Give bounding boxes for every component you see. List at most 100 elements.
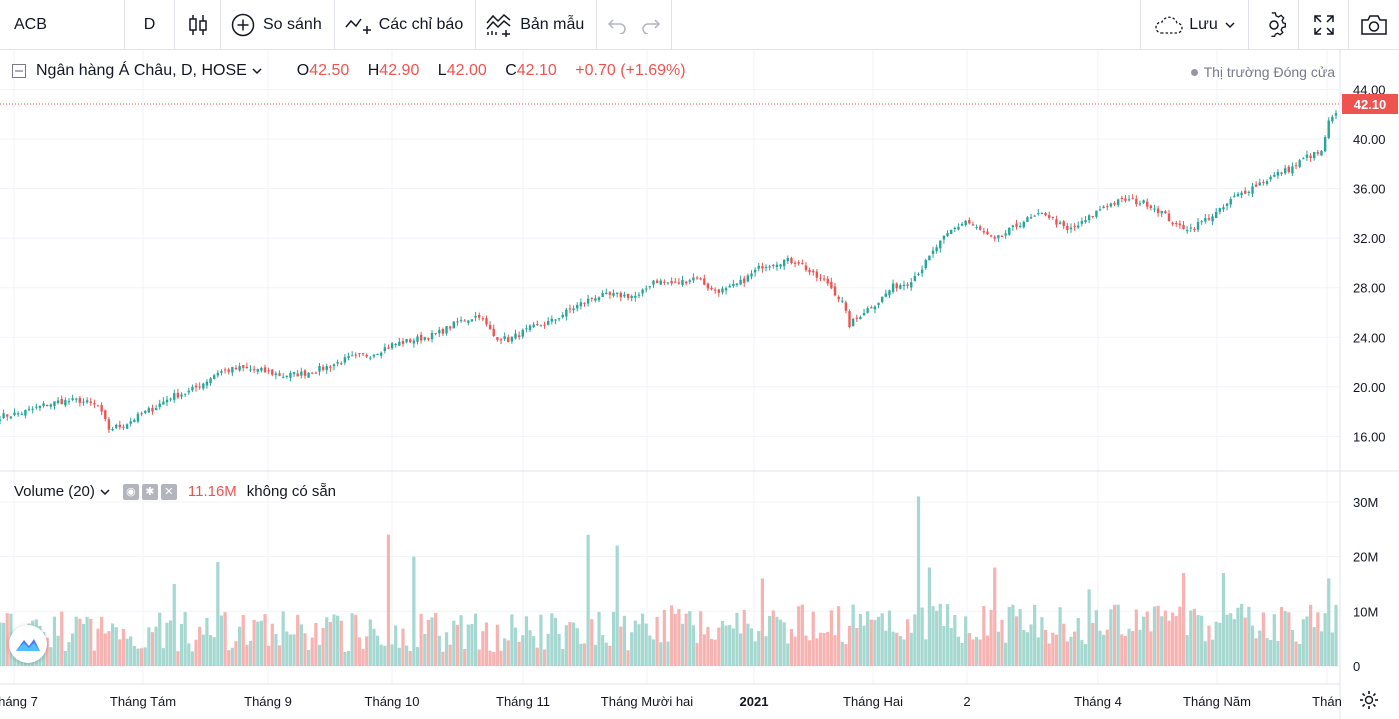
settings-button[interactable] <box>1249 0 1299 50</box>
candle-body <box>851 318 855 327</box>
candle-body <box>971 224 975 226</box>
candle-body <box>619 292 623 298</box>
interval-button[interactable]: D <box>125 0 175 50</box>
symbol-search-button[interactable]: ACB <box>0 0 125 50</box>
volume-bar <box>321 628 325 666</box>
candle-body <box>325 366 328 371</box>
volume-bar <box>1083 644 1088 666</box>
volume-value: 11.16M <box>187 483 237 500</box>
volume-bar <box>553 617 558 666</box>
candle-body <box>1033 215 1036 217</box>
candle-body <box>862 313 866 316</box>
candle-body <box>133 419 136 422</box>
volume-bar <box>1192 608 1197 666</box>
chevron-down-icon[interactable] <box>99 486 111 498</box>
candle-body <box>517 335 521 338</box>
time-tick-label: Thán <box>1312 694 1342 709</box>
volume-bar <box>844 644 848 666</box>
compare-button[interactable]: So sánh <box>221 0 335 50</box>
volume-bar <box>361 649 365 666</box>
volume-bar <box>1040 617 1044 666</box>
candle-body <box>445 326 448 334</box>
candle-body <box>746 275 750 282</box>
volume-bar <box>267 645 271 666</box>
indicators-button[interactable]: Các chỉ báo <box>335 0 477 50</box>
chevron-down-icon <box>1225 21 1235 28</box>
chart-style-button[interactable] <box>175 0 221 50</box>
time-tick-label: Tháng 10 <box>365 694 420 709</box>
volume-bar <box>71 633 75 666</box>
chevron-down-icon[interactable] <box>251 65 263 77</box>
candle-body <box>928 255 931 261</box>
candle-body <box>129 421 132 424</box>
volume-bar <box>677 609 681 666</box>
volume-bar <box>328 621 332 666</box>
volume-name[interactable]: Volume (20) <box>14 483 95 500</box>
gear-icon[interactable]: ✱ <box>141 483 158 500</box>
redo-icon[interactable] <box>641 16 661 34</box>
templates-button[interactable]: Bản mẫu <box>476 0 598 50</box>
volume-bar <box>143 647 147 666</box>
volume-bar <box>448 644 452 666</box>
candle-body <box>514 333 517 339</box>
volume-bar <box>728 624 732 666</box>
volume-bar <box>154 626 158 666</box>
scale-settings-button[interactable] <box>1357 688 1381 712</box>
volume-bar <box>227 650 231 666</box>
volume-bar <box>1087 589 1091 666</box>
candle-body <box>1040 212 1044 214</box>
volume-bar <box>499 650 503 666</box>
candle-body <box>1084 220 1087 223</box>
market-status-label: Thị trường Đóng cửa <box>1203 64 1335 80</box>
series-name[interactable]: Ngân hàng Á Châu, D, HOSE <box>36 62 247 79</box>
volume-bar <box>1004 642 1008 666</box>
candle-body <box>263 367 267 373</box>
candle-body <box>496 337 499 340</box>
fullscreen-button[interactable] <box>1299 0 1349 50</box>
volume-bar <box>1261 612 1265 666</box>
candle-body <box>347 355 350 358</box>
close-icon[interactable]: ✕ <box>160 483 177 500</box>
candle-body <box>902 284 906 287</box>
volume-bar <box>1094 610 1098 666</box>
volume-bar <box>590 619 594 666</box>
candle-body <box>1167 213 1171 222</box>
candle-body <box>1189 227 1192 229</box>
volume-bar <box>945 604 950 666</box>
candle-body <box>499 339 503 341</box>
candle-body <box>42 403 45 407</box>
candle-body <box>844 302 848 311</box>
volume-bar <box>1210 639 1215 666</box>
eye-icon[interactable]: ◉ <box>122 483 139 500</box>
candle-body <box>1204 218 1207 222</box>
volume-bar <box>397 647 401 666</box>
volume-bar <box>644 623 648 666</box>
candle-body <box>158 403 161 408</box>
candle-body <box>692 277 695 281</box>
tradingview-logo[interactable] <box>9 625 47 663</box>
volume-bar <box>720 620 725 666</box>
volume-bar <box>927 567 931 666</box>
collapse-icon[interactable] <box>12 64 26 78</box>
volume-bar <box>49 647 53 666</box>
price-chart[interactable]: 16.00 20.00 24.00 28.00 32.00 36.00 40.00 44.00… <box>0 50 1399 719</box>
save-button[interactable]: Lưu <box>1141 0 1249 50</box>
candle-body <box>605 292 608 295</box>
volume-bar <box>270 623 274 666</box>
volume-bar <box>1141 616 1146 666</box>
volume-bar <box>797 606 801 666</box>
volume-bar <box>989 609 993 666</box>
volume-bar <box>597 611 601 666</box>
undo-icon[interactable] <box>607 16 627 34</box>
candle-body <box>743 278 746 283</box>
time-tick-label: Tháng Tám <box>110 694 176 709</box>
series-legend: Ngân hàng Á Châu, D, HOSE O42.50 H42.90 … <box>12 62 686 80</box>
candle-body <box>296 373 299 377</box>
candle-body <box>1200 221 1203 223</box>
candle-body <box>1265 181 1269 185</box>
candle-body <box>1029 217 1033 219</box>
candle-body <box>1091 216 1094 218</box>
screenshot-button[interactable] <box>1349 0 1399 50</box>
candle-body <box>1127 199 1131 201</box>
volume-bar <box>873 619 877 666</box>
